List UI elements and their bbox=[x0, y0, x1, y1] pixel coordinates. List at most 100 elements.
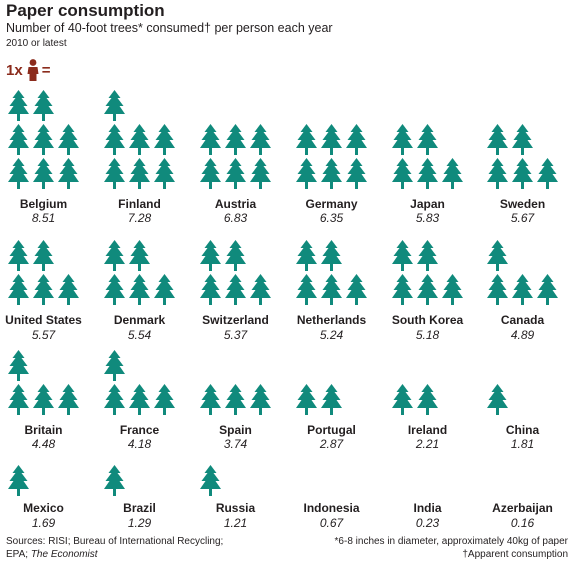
footnote: *6-8 inches in diameter, approximately 4… bbox=[335, 535, 568, 561]
value-label: 5.37 bbox=[224, 328, 249, 342]
tree-mark bbox=[104, 465, 125, 496]
tree-mark bbox=[154, 274, 175, 305]
country-label: Spain bbox=[219, 423, 252, 437]
value-label: 0.23 bbox=[416, 516, 440, 530]
tree-mark bbox=[392, 124, 413, 155]
tree-mark bbox=[296, 124, 317, 155]
country-label: Denmark bbox=[114, 313, 166, 327]
tree-mark bbox=[487, 274, 508, 305]
country-label: Mexico bbox=[23, 501, 64, 515]
country-label: Austria bbox=[215, 197, 257, 211]
key-suffix: = bbox=[41, 61, 51, 79]
tree-mark bbox=[442, 158, 463, 189]
tree-mark bbox=[296, 465, 317, 496]
country-label: Indonesia bbox=[303, 501, 359, 515]
value-label: 7.28 bbox=[128, 211, 152, 225]
tree-mark bbox=[417, 158, 438, 189]
tree-mark bbox=[200, 384, 221, 415]
tree-mark bbox=[487, 240, 508, 271]
tree-mark bbox=[512, 384, 533, 415]
tree-mark bbox=[129, 274, 150, 305]
country-label: Ireland bbox=[408, 423, 447, 437]
tree-mark bbox=[321, 158, 342, 189]
tree-mark bbox=[129, 384, 150, 415]
value-label: 0.67 bbox=[320, 516, 345, 530]
tree-mark bbox=[104, 124, 125, 155]
country-label: Britain bbox=[24, 423, 62, 437]
tree-mark bbox=[321, 274, 342, 305]
tree-mark bbox=[8, 158, 29, 189]
tree-mark bbox=[250, 240, 271, 271]
country-label: Switzerland bbox=[202, 313, 269, 327]
value-label: 6.83 bbox=[224, 211, 248, 225]
tree-mark bbox=[321, 240, 342, 271]
tree-mark bbox=[129, 158, 150, 189]
legend-key: 1x = bbox=[6, 59, 50, 81]
tree-mark bbox=[129, 350, 150, 381]
value-label: 4.48 bbox=[32, 437, 56, 451]
tree-mark bbox=[8, 274, 29, 305]
country-label: Canada bbox=[501, 313, 545, 327]
country-label: Germany bbox=[305, 197, 357, 211]
footnote-diameter: *6-8 inches in diameter, approximately 4… bbox=[334, 536, 568, 547]
tree-mark bbox=[537, 124, 558, 155]
tree-mark bbox=[346, 124, 367, 155]
tree-mark bbox=[104, 158, 125, 189]
tree-mark bbox=[225, 465, 246, 496]
tree-mark bbox=[417, 274, 438, 305]
tree-mark bbox=[33, 124, 54, 155]
tree-mark bbox=[200, 90, 221, 121]
tree-mark bbox=[104, 90, 125, 121]
tree-mark bbox=[8, 240, 29, 271]
tree-mark bbox=[392, 158, 413, 189]
value-label: 5.83 bbox=[416, 211, 440, 225]
tree-mark bbox=[346, 384, 367, 415]
tree-mark bbox=[346, 158, 367, 189]
value-label: 5.18 bbox=[416, 328, 440, 342]
tree-mark bbox=[512, 124, 533, 155]
tree-mark bbox=[8, 384, 29, 415]
tree-mark bbox=[200, 158, 221, 189]
tree-mark bbox=[296, 90, 317, 121]
tree-mark bbox=[321, 384, 342, 415]
country-label: France bbox=[120, 423, 160, 437]
tree-mark bbox=[154, 124, 175, 155]
tree-mark bbox=[487, 124, 508, 155]
tree-mark bbox=[296, 384, 317, 415]
source-note: Sources: RISI; Bureau of International R… bbox=[6, 535, 223, 561]
tree-mark bbox=[8, 124, 29, 155]
tree-mark bbox=[392, 274, 413, 305]
source-line-1: Sources: RISI; Bureau of International R… bbox=[6, 536, 224, 547]
footnote-apparent: †Apparent consumption bbox=[462, 549, 568, 560]
value-label: 5.54 bbox=[128, 328, 152, 342]
value-label: 5.67 bbox=[511, 211, 536, 225]
tree-mark bbox=[296, 240, 317, 271]
tree-mark bbox=[250, 158, 271, 189]
tree-mark bbox=[129, 465, 150, 496]
value-label: 3.74 bbox=[224, 437, 248, 451]
tree-mark bbox=[33, 384, 54, 415]
tree-mark bbox=[417, 240, 438, 271]
tree-mark bbox=[225, 158, 246, 189]
country-label: Sweden bbox=[500, 197, 545, 211]
value-label: 6.35 bbox=[320, 211, 344, 225]
tree-mark bbox=[512, 240, 533, 271]
tree-mark bbox=[487, 158, 508, 189]
tree-mark bbox=[487, 384, 508, 415]
tree-mark bbox=[392, 240, 413, 271]
country-label: Belgium bbox=[20, 197, 67, 211]
tree-mark bbox=[225, 124, 246, 155]
country-label: China bbox=[506, 423, 540, 437]
value-label: 0.16 bbox=[511, 516, 535, 530]
value-label: 1.21 bbox=[224, 516, 247, 530]
tree-mark bbox=[200, 465, 221, 496]
